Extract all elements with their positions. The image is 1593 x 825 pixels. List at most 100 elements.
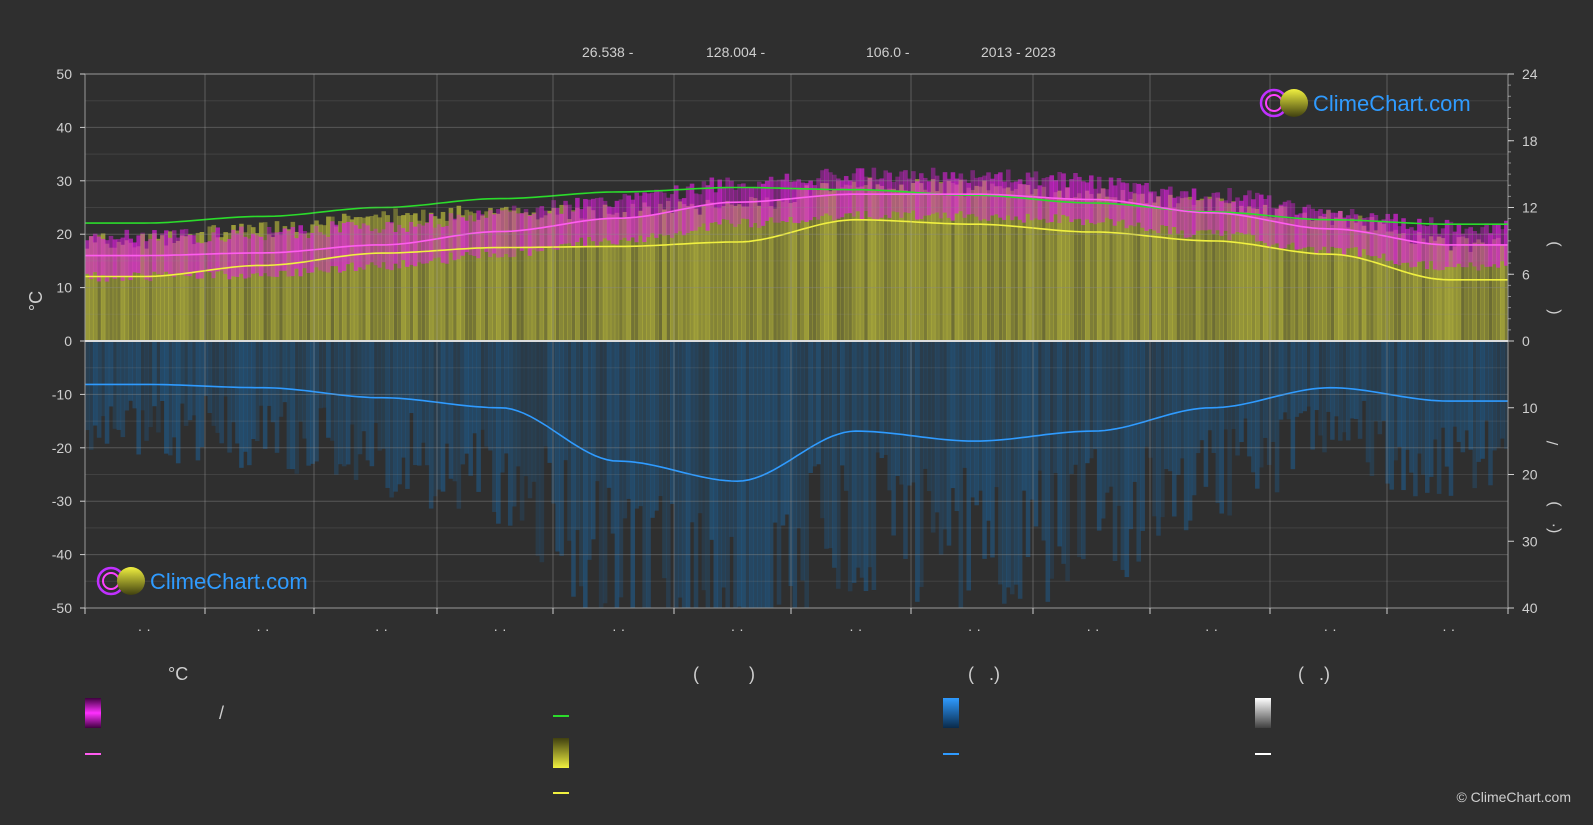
precip-column (531, 341, 537, 482)
precip-column (899, 341, 904, 485)
precip-column (1187, 341, 1193, 521)
precip-column (855, 341, 861, 568)
legend-line-daylight (553, 715, 569, 717)
precip-column (1183, 341, 1189, 531)
precip-column (1290, 341, 1296, 470)
precip-column (310, 341, 315, 464)
sunshine-column (907, 192, 912, 341)
sunshine-column (168, 231, 173, 341)
temp-range-column (278, 231, 284, 271)
left-tick-label: 50 (56, 66, 72, 82)
precip-column (1120, 341, 1126, 570)
sunshine-column (251, 227, 256, 341)
sunshine-column (1199, 198, 1205, 341)
sunshine-column (124, 240, 130, 341)
precip-column (579, 341, 584, 587)
sunshine-column (626, 217, 632, 341)
temp-range-column (1195, 200, 1201, 231)
precip-column (1298, 341, 1304, 414)
sunshine-column (152, 233, 157, 341)
sunshine-column (1456, 237, 1462, 341)
temp-range-column (1077, 176, 1082, 219)
sunshine-column (1168, 194, 1173, 341)
legend-slash: / (219, 703, 225, 723)
sunshine-column (448, 207, 454, 341)
temp-range-column (677, 199, 683, 232)
sunshine-column (1033, 188, 1039, 341)
precip-column (1203, 341, 1209, 487)
sunshine-column (721, 206, 726, 341)
sunshine-column (579, 218, 584, 341)
temp-range-column (883, 170, 889, 215)
precip-column (322, 341, 327, 408)
temp-range-column (1069, 179, 1074, 223)
sunshine-column (278, 235, 284, 341)
sunshine-column (800, 187, 806, 341)
sunshine-column (745, 206, 750, 341)
temp-range-column (982, 175, 987, 219)
sunshine-column (243, 232, 248, 341)
sunshine-column (231, 225, 236, 341)
precip-column (1369, 341, 1375, 476)
sunshine-column (120, 244, 126, 341)
precip-line (85, 383, 1508, 483)
temp-range-column (203, 242, 209, 272)
month-label: · · (493, 621, 506, 637)
sunshine-column (187, 233, 193, 341)
sunshine-column (1286, 218, 1292, 341)
sunshine-column (677, 201, 683, 341)
sunshine-column (235, 230, 240, 341)
temp-range-column (1160, 188, 1165, 226)
precip-column (1207, 341, 1213, 431)
sunshine-column (1017, 183, 1023, 341)
month-label: · · (968, 621, 981, 637)
temp-range-column (1168, 186, 1173, 235)
precip-column (1456, 341, 1462, 442)
precip-column (1168, 341, 1173, 472)
sunshine-column (282, 226, 288, 341)
temp-range-column (310, 232, 315, 273)
precip-column (978, 341, 983, 491)
precip-column (1424, 341, 1430, 493)
sunshine-column (1223, 202, 1228, 341)
precip-column (353, 341, 359, 480)
sunshine-column (472, 213, 477, 341)
temp-range-column (353, 225, 359, 271)
sunshine-column (788, 203, 794, 341)
precip-column (930, 341, 936, 533)
precip-column (511, 341, 517, 507)
precip-column (622, 341, 628, 519)
temp-range-column (642, 192, 647, 243)
precip-column (804, 341, 809, 608)
temp-range-column (1424, 226, 1430, 270)
precip-column (859, 341, 865, 578)
temp-range-column (243, 236, 248, 279)
right-tick-label: 40 (1522, 600, 1538, 616)
precip-column (480, 341, 485, 430)
sunshine-column (535, 219, 541, 341)
precip-column (812, 341, 817, 467)
temp-range-column (1496, 224, 1501, 268)
sunshine-column (468, 211, 473, 341)
header-years: 2013 - 2023 (981, 44, 1056, 60)
precip-column (1057, 341, 1062, 547)
sunshine-column (1389, 231, 1394, 341)
temp-range-column (507, 211, 513, 258)
precip-column (1504, 341, 1508, 450)
precip-column (606, 341, 612, 488)
sunshine-column (559, 204, 564, 341)
sunshine-column (341, 213, 347, 341)
precip-column (1037, 341, 1043, 471)
sunshine-column (456, 205, 462, 341)
precip-column (334, 341, 339, 475)
sunshine-column (590, 210, 596, 341)
sunshine-column (258, 222, 264, 341)
temp-range-column (148, 238, 153, 282)
temp-range-column (1428, 217, 1434, 262)
sunshine-column (855, 187, 861, 341)
temp-range-column (345, 221, 351, 265)
temp-range-column (741, 183, 746, 219)
temp-range-column (926, 181, 932, 216)
precip-column (1104, 341, 1110, 493)
precip-column (488, 341, 493, 451)
